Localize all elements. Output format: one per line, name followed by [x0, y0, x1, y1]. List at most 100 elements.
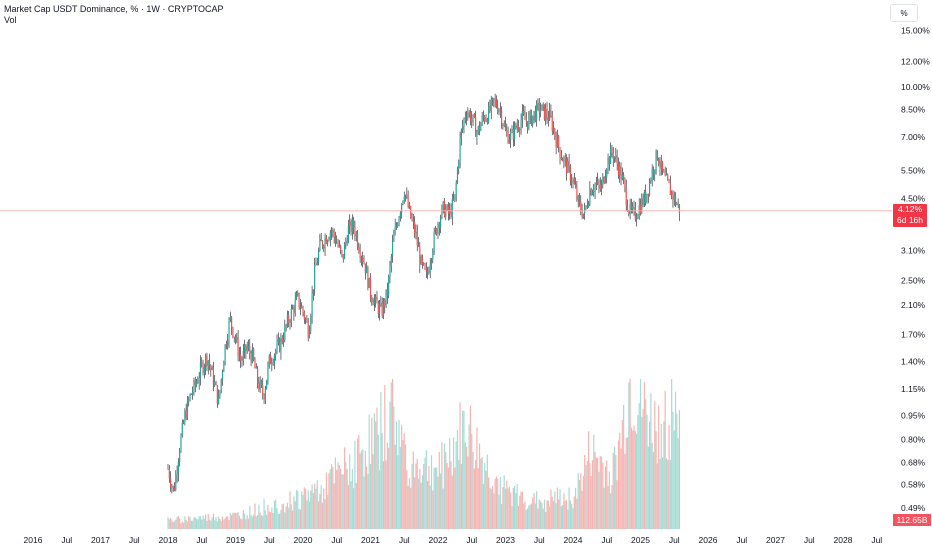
- price-axis[interactable]: 15.00% 12.00% 10.00% 8.50% 7.00% 5.50% 4.50% 3.…: [901, 25, 930, 513]
- candle-body: [529, 111, 531, 117]
- candle-body: [262, 385, 264, 395]
- candle-body: [420, 256, 422, 265]
- volume-bar: [604, 466, 607, 529]
- candle-body: [594, 183, 596, 191]
- candle-body: [346, 241, 348, 243]
- candle-body: [371, 296, 373, 302]
- volume-bar: [586, 460, 588, 529]
- volume-bar: [442, 488, 444, 529]
- candle-body: [542, 104, 544, 106]
- candle-body: [340, 245, 342, 251]
- volume-bar: [408, 478, 411, 529]
- volume-bar: [362, 449, 364, 529]
- candle-body: [325, 237, 327, 244]
- candle-body: [434, 228, 437, 233]
- candle-body: [460, 129, 462, 139]
- volume-bar: [363, 476, 365, 529]
- candle-body: [366, 267, 368, 274]
- volume-bar: [525, 510, 527, 529]
- candle-body: [495, 99, 498, 107]
- candle-body: [273, 355, 276, 363]
- volume-bar: [429, 485, 431, 529]
- candle-body: [362, 257, 364, 263]
- candle-body: [329, 232, 331, 240]
- candle-body: [411, 218, 413, 220]
- candle-body: [302, 306, 304, 313]
- candle-body: [321, 241, 324, 247]
- candle-body: [354, 227, 356, 237]
- volume-bar: [490, 488, 492, 529]
- volume-bar: [228, 519, 230, 529]
- candle-body: [598, 180, 600, 185]
- candle-body: [549, 110, 551, 121]
- candle-body: [560, 157, 562, 160]
- candle-body: [173, 487, 176, 490]
- volume-bar: [180, 523, 182, 529]
- volume-bar: [251, 516, 253, 529]
- volume-bar: [282, 503, 285, 529]
- volume-bar: [537, 508, 539, 529]
- candle-body: [624, 178, 626, 187]
- volume-bar: [451, 475, 453, 529]
- candle-body: [401, 203, 403, 213]
- volume-bar: [645, 399, 647, 529]
- volume-bar: [676, 413, 678, 529]
- volume-bar: [277, 513, 279, 529]
- time-axis-tick-label: 2026: [699, 535, 718, 545]
- time-axis-tick-label: 2024: [564, 535, 583, 545]
- volume-bar: [249, 505, 251, 529]
- volume-bar: [353, 488, 355, 529]
- candle-body: [587, 203, 590, 207]
- candle-body: [651, 169, 653, 181]
- volume-bar: [237, 512, 239, 529]
- volume-bar: [207, 513, 209, 529]
- candle-body: [563, 157, 565, 162]
- volume-bar: [215, 517, 217, 529]
- candle-body: [192, 392, 194, 395]
- candle-body: [330, 231, 333, 233]
- candle-body: [658, 159, 660, 165]
- volume-indicator-label[interactable]: Vol: [4, 15, 17, 25]
- candle-body: [229, 316, 231, 321]
- candle-body: [279, 339, 281, 352]
- candle-body: [626, 204, 629, 211]
- volume-bar: [276, 508, 278, 529]
- volume-bar: [334, 457, 337, 529]
- candle-body: [516, 126, 518, 128]
- volume-bar: [260, 515, 263, 529]
- price-axis-tick-label: 4.50%: [901, 193, 926, 203]
- volume-bar: [651, 442, 653, 529]
- volume-bar: [560, 506, 562, 529]
- volume-bar: [504, 488, 507, 529]
- volume-bar: [212, 513, 215, 529]
- candle-body: [625, 186, 627, 205]
- time-axis-tick-label: Jul: [264, 535, 275, 545]
- volume-bar: [597, 457, 599, 529]
- candle-body: [398, 217, 400, 226]
- volume-bar: [189, 517, 191, 529]
- candle-body: [245, 344, 247, 351]
- candle-body: [224, 344, 226, 362]
- candle-body: [356, 233, 359, 247]
- candle-body: [293, 307, 295, 313]
- volume-bar: [181, 521, 183, 529]
- volume-bar: [528, 505, 530, 529]
- volume-bar: [210, 520, 212, 529]
- candle-body: [188, 399, 190, 401]
- volume-bar: [225, 516, 228, 529]
- candle-body: [406, 195, 408, 196]
- candle-body: [538, 102, 540, 113]
- volume-bar: [407, 485, 409, 529]
- candle-body: [650, 180, 652, 182]
- volume-bar: [489, 487, 491, 529]
- time-axis-tick-label: 2017: [91, 535, 110, 545]
- candle-body: [654, 169, 656, 174]
- volume-bar: [438, 451, 440, 529]
- volume-bar: [273, 501, 276, 529]
- unit-toggle-button[interactable]: %: [890, 4, 918, 22]
- time-axis[interactable]: 2016 Jul 2017 Jul 2018 Jul 2019 Jul 2020 Jul 2021 J…: [24, 535, 883, 545]
- candle-body: [523, 111, 525, 114]
- time-axis-tick-label: Jul: [196, 535, 207, 545]
- volume-bar: [472, 451, 474, 529]
